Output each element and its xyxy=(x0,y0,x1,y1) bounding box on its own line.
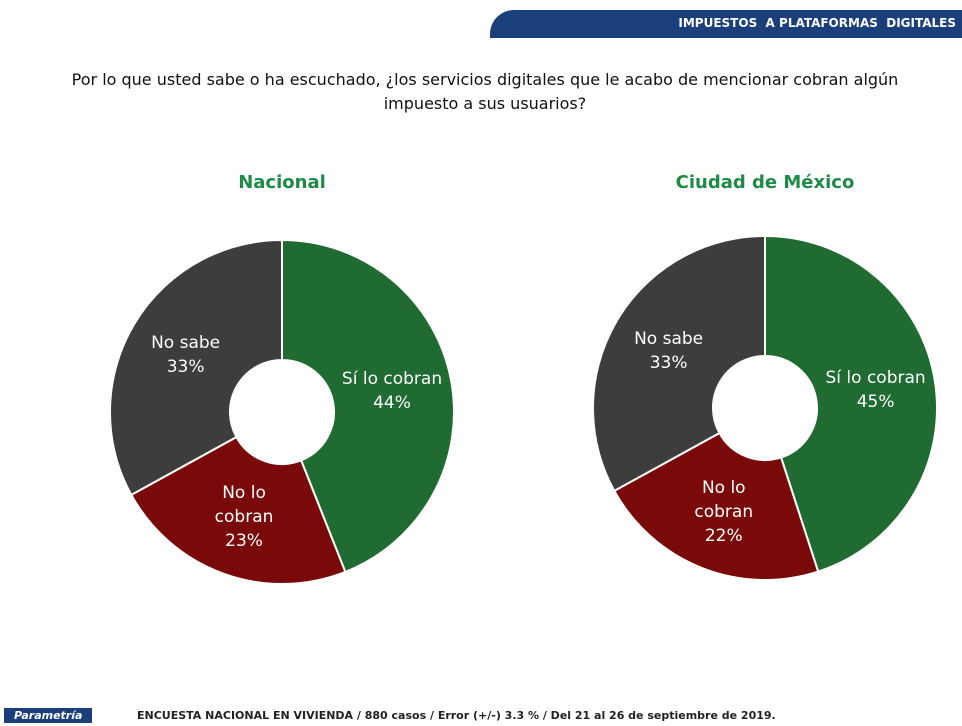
chart-title: Ciudad de México xyxy=(675,172,855,193)
value-label: 23% xyxy=(225,531,263,552)
slice-label: No sabe 33% xyxy=(123,331,248,379)
category-label: No sabe xyxy=(151,332,221,353)
header-bar: IMPUESTOS A PLATAFORMAS DIGITALES xyxy=(490,10,962,38)
value-label: 33% xyxy=(166,356,205,377)
slice-label: No sabe 33% xyxy=(606,327,731,375)
brand: Parametría xyxy=(4,708,93,723)
value-label: 33% xyxy=(649,352,688,373)
slice-label: Sí lo cobran 44% xyxy=(330,367,455,415)
chart-title: Nacional xyxy=(238,172,326,193)
donut-slice xyxy=(109,238,283,497)
donut-slice xyxy=(129,435,347,585)
category-label: Sí lo cobran xyxy=(341,369,443,389)
footer: Parametría ENCUESTA NACIONAL EN VIVIENDA… xyxy=(0,707,962,726)
donut-slice xyxy=(281,238,456,574)
category-label: No lo cobran xyxy=(214,483,274,528)
question: Por lo que usted sabe o ha escuchado, ¿l… xyxy=(71,70,899,113)
section-title: IMPUESTOS A PLATAFORMAS DIGITALES xyxy=(678,16,956,30)
category-label: No sabe xyxy=(634,328,704,349)
footer-note: ENCUESTA NACIONAL EN VIVIENDA / 880 caso… xyxy=(137,709,776,722)
value-label: 44% xyxy=(373,393,411,413)
donut-slice xyxy=(592,234,766,493)
category-label: No lo cobran xyxy=(694,478,754,523)
slice-label: No lo cobran 22% xyxy=(684,476,764,548)
donut-slice xyxy=(612,431,820,581)
value-label: 22% xyxy=(704,526,743,547)
slice-label: Sí lo cobran 45% xyxy=(813,366,938,414)
slice-label: No lo cobran 23% xyxy=(204,481,284,553)
value-label: 45% xyxy=(856,392,895,413)
category-label: Sí lo cobran xyxy=(825,368,926,389)
donut-slice xyxy=(764,234,939,573)
